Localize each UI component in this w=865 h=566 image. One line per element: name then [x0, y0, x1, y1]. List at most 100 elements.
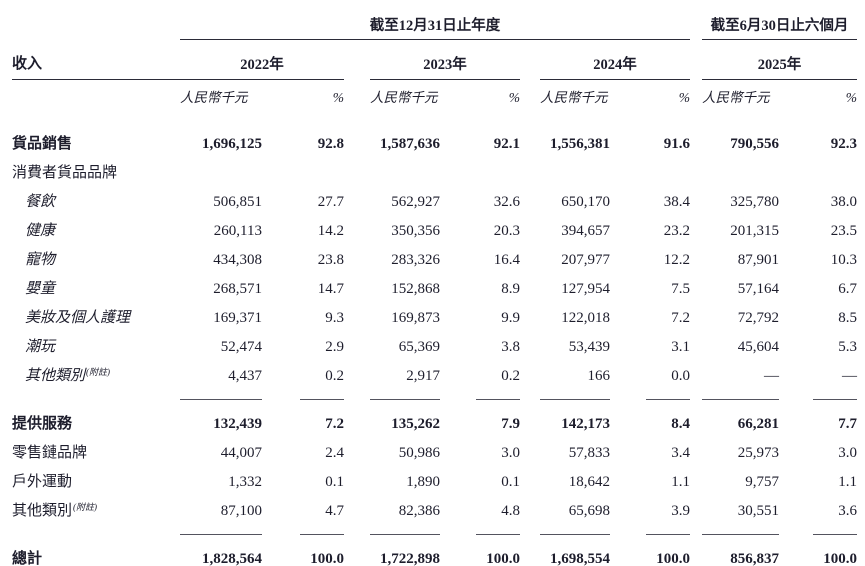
cell-value: 50,986: [398, 444, 440, 461]
cell-pct: 38.4: [663, 193, 690, 210]
cell-value: 169,371: [213, 309, 262, 326]
subheader-gap: [520, 80, 540, 109]
table-row: 嬰童 268,571 14.7 152,868 8.9 127,954 7.5 57,164 6…: [12, 275, 857, 304]
table-row: 貨品銷售 1,696,125 92.8 1,587,636 92.1 1,556,381 9…: [12, 130, 857, 159]
column-rule-row: [12, 526, 857, 535]
cell-pct: 14.2: [317, 222, 344, 239]
year-2022: 2022年: [180, 39, 344, 80]
cell-pct: 100.0: [656, 550, 690, 566]
cell-pct: —: [842, 367, 857, 384]
row-label: 總計: [12, 550, 43, 566]
subheader-amount: 人民幣千元: [540, 89, 608, 105]
subheader-amount: 人民幣千元: [370, 89, 438, 105]
cell-pct: 23.2: [663, 222, 690, 239]
cell-value: 169,873: [391, 309, 440, 326]
cell-pct: 5.3: [838, 338, 857, 355]
note-superscript: (附註): [73, 502, 98, 513]
table-row: 其他類別(附註) 87,100 4.7 82,386 4.8 65,698 3.9 30,55…: [12, 497, 857, 526]
revenue-table: 截至12月31日止年度 截至6月30日止六個月 收入 2022年 2023年 2…: [12, 6, 857, 566]
cell-value: 72,792: [737, 309, 779, 326]
cell-pct: 2.4: [325, 444, 344, 461]
column-rule-row: [12, 391, 857, 400]
table-row: 其他類別(附註) 4,437 0.2 2,917 0.2 166 0.0 — —: [12, 362, 857, 391]
banner-gap: [690, 6, 702, 40]
cell-label: 餐飲: [12, 188, 180, 217]
cell-pct: 3.0: [501, 444, 520, 461]
pct-column-rule: [476, 399, 520, 400]
row-label: 其他類別: [12, 503, 73, 520]
year-2025: 2025年: [702, 39, 857, 80]
banner-six-months: 截至6月30日止六個月: [702, 6, 857, 40]
cell-pct: 3.6: [838, 502, 857, 519]
cell-value: 82,386: [398, 502, 440, 519]
cell-value: 260,113: [213, 222, 262, 239]
cell-value: 283,326: [391, 251, 440, 268]
cell-value: —: [764, 367, 779, 384]
table-row: 健康 260,113 14.2 350,356 20.3 394,657 23.2 201,3…: [12, 217, 857, 246]
cell-value: 135,262: [391, 415, 440, 432]
cell-value: 1,587,636: [380, 135, 440, 152]
cell-label: 潮玩: [12, 333, 180, 362]
subheader-gap: [344, 80, 370, 109]
cell-pct: 20.3: [493, 222, 520, 239]
value-column-rule: [702, 534, 779, 535]
cell-label: 美妝及個人護理: [12, 304, 180, 333]
cell-pct: 0.2: [501, 367, 520, 384]
row-label: 戶外運動: [12, 473, 73, 490]
value-column-rule: [370, 534, 440, 535]
cell-value: 2,917: [406, 367, 440, 384]
cell-pct: 23.5: [830, 222, 857, 239]
row-label: 美妝及個人護理: [25, 309, 131, 326]
cell-pct: 7.2: [671, 309, 690, 326]
table-row: 寵物 434,308 23.8 283,326 16.4 207,977 12.2 87,90…: [12, 246, 857, 275]
cell-pct: 8.5: [838, 309, 857, 326]
value-column-rule: [540, 399, 610, 400]
cell-pct: 91.6: [663, 135, 690, 152]
row-label: 健康: [25, 222, 56, 239]
cell-value: 506,851: [213, 193, 262, 210]
cell-label: 總計: [12, 545, 180, 566]
row-label: 貨品銷售: [12, 135, 73, 152]
cell-value: 45,604: [737, 338, 779, 355]
subheader-row: 人民幣千元 % 人民幣千元 % 人民幣千元 % 人民幣千元 %: [12, 80, 857, 109]
pct-column-rule: [646, 399, 690, 400]
cell-value: [540, 159, 610, 188]
subheader-pct: %: [678, 89, 690, 105]
cell-value: 65,698: [568, 502, 610, 519]
cell-value: 132,439: [213, 415, 262, 432]
cell-pct: 9.9: [501, 309, 520, 326]
cell-value: 152,868: [391, 280, 440, 297]
table-row: 總計 1,828,564 100.0 1,722,898 100.0 1,698,554 1…: [12, 545, 857, 566]
table-row: 餐飲 506,851 27.7 562,927 32.6 650,170 38.4 325,7…: [12, 188, 857, 217]
spacer-row: [12, 535, 857, 545]
cell-pct: 7.2: [325, 415, 344, 432]
cell-pct: [610, 159, 690, 188]
subheader-gap: [690, 80, 702, 109]
spacer-row: [12, 400, 857, 410]
cell-value: 18,642: [568, 473, 610, 490]
year-gap: [690, 40, 702, 80]
subheader-spacer: [12, 80, 180, 109]
value-column-rule: [180, 534, 262, 535]
cell-pct: [440, 159, 520, 188]
cell-value: [702, 159, 779, 188]
subheader-amount: 人民幣千元: [702, 89, 770, 105]
year-gap: [520, 40, 540, 80]
cell-pct: 10.3: [830, 251, 857, 268]
cell-value: 30,551: [737, 502, 779, 519]
cell-pct: 0.0: [671, 367, 690, 384]
table-row: 戶外運動 1,332 0.1 1,890 0.1 18,642 1.1 9,757 1.1: [12, 468, 857, 497]
cell-label: 嬰童: [12, 275, 180, 304]
row-label: 寵物: [25, 251, 56, 268]
cell-value: 4,437: [228, 367, 262, 384]
cell-pct: 92.1: [493, 135, 520, 152]
cell-value: 57,833: [568, 444, 610, 461]
cell-label: 提供服務: [12, 410, 180, 439]
cell-pct: 92.8: [317, 135, 344, 152]
table-row: 美妝及個人護理 169,371 9.3 169,873 9.9 122,018 7.2 72,…: [12, 304, 857, 333]
cell-label: 健康: [12, 217, 180, 246]
cell-pct: 9.3: [325, 309, 344, 326]
cell-value: 1,332: [228, 473, 262, 490]
cell-pct: 0.1: [501, 473, 520, 490]
pct-column-rule: [300, 399, 344, 400]
